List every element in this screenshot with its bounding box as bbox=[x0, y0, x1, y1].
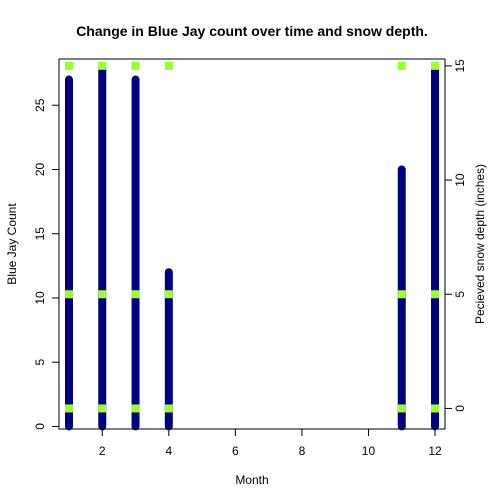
snow-depth-point-month-4-depth-5 bbox=[165, 290, 173, 298]
x-axis-label: Month bbox=[235, 473, 268, 487]
snow-depth-point-month-3-depth-0 bbox=[132, 404, 140, 412]
y-tick-label-10: 10 bbox=[33, 291, 47, 305]
x-tick-label-12: 12 bbox=[428, 444, 442, 458]
right-y-axis-label: Pecieved snow depth (inches) bbox=[473, 164, 487, 324]
y-tick-label-15: 15 bbox=[33, 227, 47, 241]
snow-depth-point-month-3-depth-15 bbox=[132, 62, 140, 70]
x-tick-label-4: 4 bbox=[165, 444, 172, 458]
snow-depth-point-month-12-depth-0 bbox=[431, 404, 439, 412]
right-y-tick-label-0: 0 bbox=[453, 405, 467, 412]
snow-depth-point-month-12-depth-5 bbox=[431, 290, 439, 298]
snow-depth-point-month-11-depth-0 bbox=[398, 404, 406, 412]
snow-depth-point-month-1-depth-0 bbox=[65, 404, 73, 412]
snow-depth-point-month-11-depth-15 bbox=[398, 62, 406, 70]
x-tick-label-8: 8 bbox=[299, 444, 306, 458]
right-y-tick-label-15: 15 bbox=[453, 59, 467, 73]
right-y-tick-label-5: 5 bbox=[453, 291, 467, 298]
snow-depth-point-month-2-depth-5 bbox=[98, 290, 106, 298]
snow-depth-point-month-4-depth-15 bbox=[165, 62, 173, 70]
x-tick-label-6: 6 bbox=[232, 444, 239, 458]
chart-marks bbox=[65, 62, 439, 427]
snow-depth-point-month-1-depth-5 bbox=[65, 290, 73, 298]
snow-depth-point-month-11-depth-5 bbox=[398, 290, 406, 298]
y-axis-label: Blue Jay Count bbox=[5, 203, 19, 285]
x-tick-label-2: 2 bbox=[99, 444, 106, 458]
snow-depth-point-month-2-depth-15 bbox=[98, 62, 106, 70]
plot-area-frame bbox=[59, 59, 445, 429]
snow-depth-point-month-2-depth-0 bbox=[98, 404, 106, 412]
snow-depth-point-month-3-depth-5 bbox=[132, 290, 140, 298]
y-tick-label-25: 25 bbox=[33, 98, 47, 112]
snow-depth-point-month-1-depth-15 bbox=[65, 62, 73, 70]
y-tick-label-20: 20 bbox=[33, 162, 47, 176]
right-y-tick-label-10: 10 bbox=[453, 173, 467, 187]
snow-depth-point-month-4-depth-0 bbox=[165, 404, 173, 412]
chart-title: Change in Blue Jay count over time and s… bbox=[76, 23, 428, 39]
y-tick-label-0: 0 bbox=[33, 423, 47, 430]
x-tick-label-10: 10 bbox=[362, 444, 376, 458]
snow-depth-point-month-12-depth-15 bbox=[431, 62, 439, 70]
y-tick-label-5: 5 bbox=[33, 359, 47, 366]
